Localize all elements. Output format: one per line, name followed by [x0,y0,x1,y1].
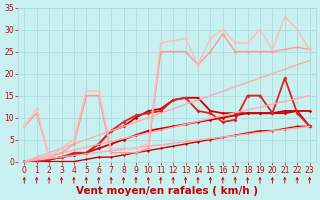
X-axis label: Vent moyen/en rafales ( km/h ): Vent moyen/en rafales ( km/h ) [76,186,258,196]
